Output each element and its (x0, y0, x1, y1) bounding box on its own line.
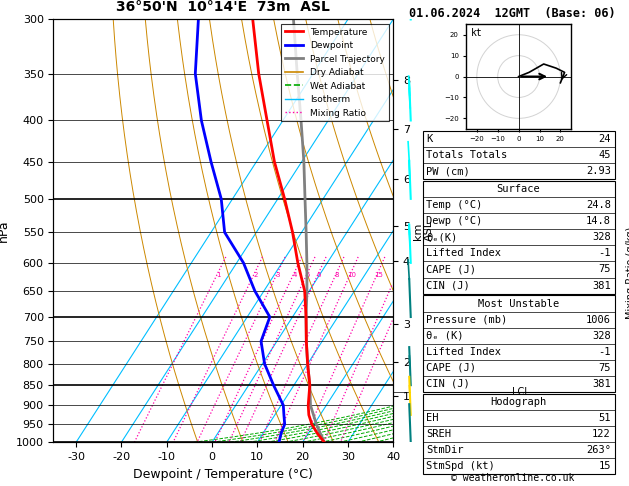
Text: LCL: LCL (512, 387, 530, 397)
Text: 10: 10 (347, 272, 356, 278)
Y-axis label: km
ASL: km ASL (413, 220, 435, 242)
Text: 45: 45 (598, 150, 611, 160)
Text: 3: 3 (276, 272, 281, 278)
Text: 51: 51 (598, 413, 611, 423)
Text: 01.06.2024  12GMT  (Base: 06): 01.06.2024 12GMT (Base: 06) (409, 7, 616, 20)
Text: 381: 381 (592, 379, 611, 389)
Text: θₑ (K): θₑ (K) (426, 330, 464, 341)
Text: 1006: 1006 (586, 314, 611, 325)
Text: 8: 8 (335, 272, 340, 278)
Text: 24.8: 24.8 (586, 200, 611, 210)
Text: 6: 6 (317, 272, 321, 278)
Text: 328: 328 (592, 330, 611, 341)
Text: © weatheronline.co.uk: © weatheronline.co.uk (451, 473, 574, 483)
X-axis label: Dewpoint / Temperature (°C): Dewpoint / Temperature (°C) (133, 468, 313, 481)
Text: K: K (426, 134, 433, 144)
Text: 24: 24 (598, 134, 611, 144)
Text: Lifted Index: Lifted Index (426, 347, 501, 357)
Text: StmDir: StmDir (426, 445, 464, 455)
Text: -1: -1 (598, 347, 611, 357)
Text: Totals Totals: Totals Totals (426, 150, 508, 160)
Text: 5: 5 (306, 272, 310, 278)
Text: 263°: 263° (586, 445, 611, 455)
Y-axis label: hPa: hPa (0, 220, 10, 242)
Text: CAPE (J): CAPE (J) (426, 363, 476, 373)
Text: -1: -1 (598, 248, 611, 259)
Text: Pressure (mb): Pressure (mb) (426, 314, 508, 325)
Text: StmSpd (kt): StmSpd (kt) (426, 461, 495, 471)
Text: 14.8: 14.8 (586, 216, 611, 226)
Text: Most Unstable: Most Unstable (478, 298, 559, 309)
Text: 2.93: 2.93 (586, 166, 611, 176)
Legend: Temperature, Dewpoint, Parcel Trajectory, Dry Adiabat, Wet Adiabat, Isotherm, Mi: Temperature, Dewpoint, Parcel Trajectory… (281, 24, 389, 122)
Text: θₑ(K): θₑ(K) (426, 232, 458, 243)
Text: CIN (J): CIN (J) (426, 280, 470, 291)
Text: Hodograph: Hodograph (491, 397, 547, 407)
Text: 381: 381 (592, 280, 611, 291)
Text: 1: 1 (216, 272, 221, 278)
Text: EH: EH (426, 413, 439, 423)
Text: SREH: SREH (426, 429, 452, 439)
Text: kt: kt (470, 29, 482, 38)
Text: 4: 4 (292, 272, 297, 278)
Text: 15: 15 (374, 272, 382, 278)
Text: Mixing Ratio (g/kg): Mixing Ratio (g/kg) (626, 227, 629, 319)
Text: 15: 15 (598, 461, 611, 471)
Text: 122: 122 (592, 429, 611, 439)
Text: PW (cm): PW (cm) (426, 166, 470, 176)
Text: 2: 2 (253, 272, 257, 278)
Text: Surface: Surface (497, 184, 540, 194)
Text: Dewp (°C): Dewp (°C) (426, 216, 482, 226)
Title: 36°50'N  10°14'E  73m  ASL: 36°50'N 10°14'E 73m ASL (116, 0, 330, 14)
Text: CIN (J): CIN (J) (426, 379, 470, 389)
Text: CAPE (J): CAPE (J) (426, 264, 476, 275)
Text: 328: 328 (592, 232, 611, 243)
Text: 75: 75 (598, 264, 611, 275)
Text: 75: 75 (598, 363, 611, 373)
Text: Lifted Index: Lifted Index (426, 248, 501, 259)
Text: Temp (°C): Temp (°C) (426, 200, 482, 210)
